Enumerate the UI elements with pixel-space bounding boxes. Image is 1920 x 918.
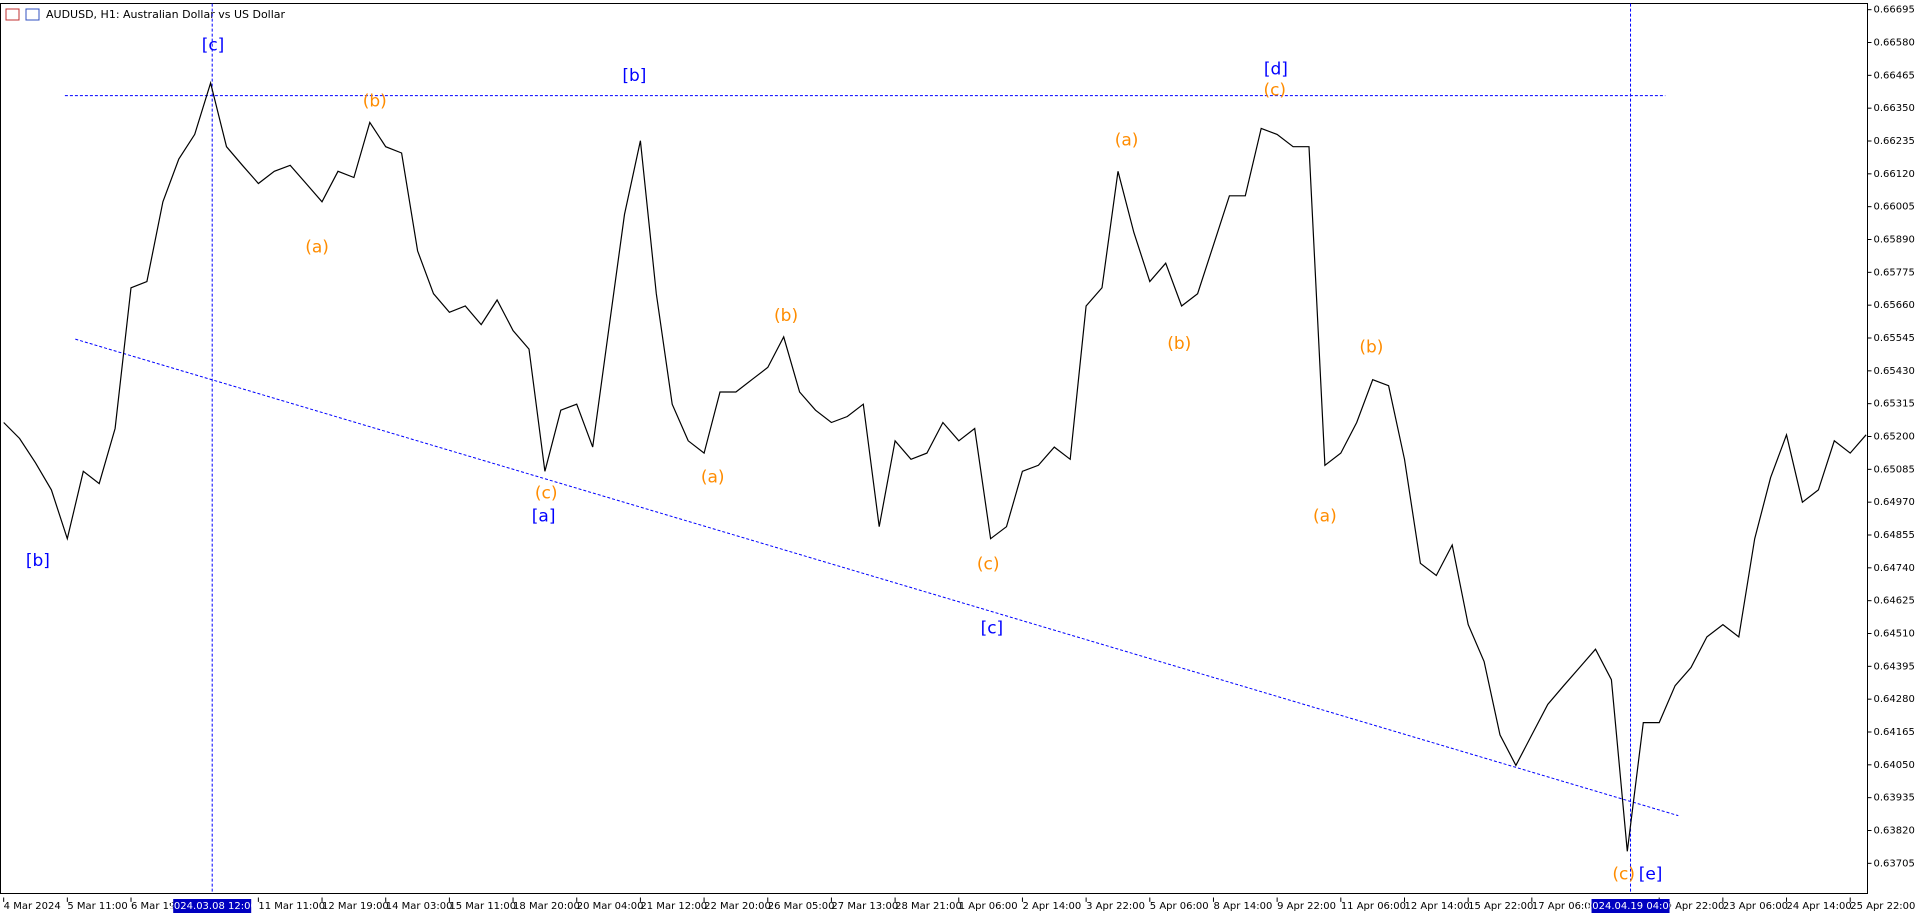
wave-label: (c) (1612, 864, 1635, 884)
y-tick-label: 0.63820 (1874, 825, 1915, 836)
plot-frame (0, 3, 1868, 894)
x-tick-label: 18 Mar 20:00 (513, 901, 580, 912)
wave-label: (c) (1263, 80, 1286, 100)
x-tick-label: 26 Mar 05:00 (768, 901, 835, 912)
y-tick-label: 0.65660 (1874, 300, 1915, 311)
chart-title: AUDUSD, H1: Australian Dollar vs US Doll… (46, 8, 286, 21)
y-tick-label: 0.65430 (1874, 366, 1915, 377)
crosshair-label-box (1591, 899, 1670, 913)
x-tick-label: 25 Apr 22:00 (1850, 901, 1915, 912)
x-tick-label: 12 Mar 19:00 (322, 901, 389, 912)
wave-label: [e] (1639, 864, 1663, 884)
x-tick-label: 1 Apr 06:00 (959, 901, 1018, 912)
wave-label: (b) (1167, 334, 1191, 354)
x-tick-label: 19 Apr 22:00 (1659, 901, 1724, 912)
crosshair-label: 2024.03.08 12:00 (168, 901, 257, 912)
y-tick-label: 0.63705 (1874, 858, 1915, 869)
window-icons (5, 8, 40, 21)
icon (5, 8, 20, 21)
x-tick-label: 22 Mar 20:00 (704, 901, 771, 912)
y-tick-label: 0.66580 (1874, 38, 1915, 49)
x-tick-label: 17 Apr 06:00 (1532, 901, 1597, 912)
y-tick-label: 0.64510 (1874, 628, 1915, 639)
y-tick-label: 0.66005 (1874, 202, 1915, 213)
y-tick-label: 0.64970 (1874, 497, 1915, 508)
y-tick-label: 0.64165 (1874, 727, 1915, 738)
wave-label: (a) (305, 237, 329, 257)
y-tick-label: 0.64855 (1874, 530, 1915, 541)
crosshair-label: 2024.04.19 04:00 (1586, 901, 1675, 912)
x-tick-label: 27 Mar 13:00 (831, 901, 898, 912)
y-tick-label: 0.64280 (1874, 694, 1915, 705)
wave-label: [b] (26, 551, 50, 571)
wave-label: (b) (363, 92, 387, 112)
x-tick-label: 11 Apr 06:00 (1341, 901, 1406, 912)
x-tick-label: 23 Apr 06:00 (1723, 901, 1788, 912)
y-tick-label: 0.65200 (1874, 431, 1915, 442)
crosshair-label-box (173, 899, 252, 913)
y-tick-label: 0.64395 (1874, 661, 1915, 672)
y-tick-label: 0.65315 (1874, 399, 1915, 410)
x-tick-label: 5 Apr 06:00 (1150, 901, 1209, 912)
wave-label: [d] (1264, 60, 1288, 80)
y-tick-label: 0.65085 (1874, 464, 1915, 475)
y-tick-label: 0.66695 (1874, 5, 1915, 16)
y-tick-label: 0.65545 (1874, 333, 1915, 344)
wave-label: (a) (1313, 507, 1337, 527)
wave-label: (b) (1359, 338, 1383, 358)
wave-label: (a) (701, 468, 725, 488)
x-tick-label: 9 Apr 22:00 (1277, 901, 1336, 912)
wave-label: [a] (532, 507, 556, 527)
wave-label: [b] (622, 66, 646, 86)
x-tick-label: 4 Mar 2024 (4, 901, 61, 912)
y-tick-label: 0.65775 (1874, 267, 1915, 278)
x-tick-label: 3 Apr 22:00 (1086, 901, 1145, 912)
y-tick-label: 0.64050 (1874, 760, 1915, 771)
x-tick-label: 28 Mar 21:00 (895, 901, 962, 912)
x-tick-label: 20 Mar 04:00 (577, 901, 644, 912)
y-tick-label: 0.66465 (1874, 70, 1915, 81)
wave-label: (a) (1115, 131, 1139, 151)
trend-line (75, 338, 1679, 817)
icon (25, 8, 40, 21)
wave-label: [c] (202, 35, 225, 55)
y-tick-label: 0.66350 (1874, 103, 1915, 114)
y-tick-label: 0.63935 (1874, 793, 1915, 804)
wave-label: [c] (981, 618, 1004, 638)
wave-label: (b) (774, 306, 798, 326)
x-tick-label: 21 Mar 12:00 (640, 901, 707, 912)
x-tick-label: 24 Apr 14:00 (1787, 901, 1852, 912)
y-tick-label: 0.64625 (1874, 596, 1915, 607)
wave-label: (c) (535, 484, 558, 504)
y-tick-label: 0.64740 (1874, 563, 1915, 574)
y-tick-label: 0.65890 (1874, 235, 1915, 246)
x-tick-label: 11 Mar 11:00 (258, 901, 325, 912)
x-tick-label: 6 Mar 19:00 (131, 901, 191, 912)
x-tick-label: 12 Apr 14:00 (1404, 901, 1469, 912)
y-tick-label: 0.66120 (1874, 169, 1915, 180)
x-tick-label: 5 Mar 11:00 (67, 901, 127, 912)
wave-label: (c) (977, 555, 1000, 575)
x-tick-label: 15 Mar 11:00 (449, 901, 516, 912)
x-tick-label: 15 Apr 22:00 (1468, 901, 1533, 912)
x-tick-label: 8 Apr 14:00 (1213, 901, 1272, 912)
price-line (3, 80, 1867, 852)
x-tick-label: 14 Mar 03:00 (386, 901, 453, 912)
y-tick-label: 0.66235 (1874, 136, 1915, 147)
x-tick-label: 2 Apr 14:00 (1022, 901, 1081, 912)
